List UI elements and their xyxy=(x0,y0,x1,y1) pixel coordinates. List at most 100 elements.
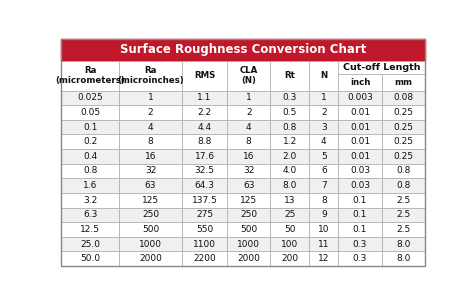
Bar xyxy=(382,149,425,164)
Bar xyxy=(338,105,382,120)
Text: 2.0: 2.0 xyxy=(283,152,297,161)
Bar xyxy=(119,105,182,120)
Text: 2: 2 xyxy=(246,108,252,117)
Text: 0.01: 0.01 xyxy=(350,108,370,117)
Text: 0.1: 0.1 xyxy=(353,210,367,219)
Text: 6.3: 6.3 xyxy=(83,210,97,219)
Text: 2: 2 xyxy=(321,108,327,117)
Bar xyxy=(227,105,270,120)
Text: 2200: 2200 xyxy=(193,254,216,263)
Text: 0.3: 0.3 xyxy=(353,254,367,263)
Text: 4.4: 4.4 xyxy=(198,123,211,132)
Bar xyxy=(338,251,382,266)
Text: 1: 1 xyxy=(148,93,154,102)
Text: 0.03: 0.03 xyxy=(350,181,370,190)
Text: 1100: 1100 xyxy=(193,239,216,249)
Bar xyxy=(119,193,182,207)
Bar xyxy=(182,164,227,178)
Text: 0.01: 0.01 xyxy=(350,152,370,161)
Text: 275: 275 xyxy=(196,210,213,219)
Bar xyxy=(382,178,425,193)
Bar xyxy=(309,134,338,149)
Bar xyxy=(182,61,227,91)
Text: 1000: 1000 xyxy=(139,239,162,249)
Text: 125: 125 xyxy=(240,196,257,205)
Text: 17.6: 17.6 xyxy=(194,152,215,161)
Text: 4: 4 xyxy=(321,137,327,146)
Text: 1000: 1000 xyxy=(237,239,260,249)
Bar xyxy=(182,193,227,207)
Bar xyxy=(309,91,338,105)
Bar xyxy=(227,251,270,266)
Bar xyxy=(227,193,270,207)
Bar xyxy=(61,237,119,251)
Bar xyxy=(382,251,425,266)
Text: inch: inch xyxy=(350,78,370,87)
Bar xyxy=(270,105,309,120)
Bar xyxy=(309,222,338,237)
Text: RMS: RMS xyxy=(194,71,215,80)
Text: 12.5: 12.5 xyxy=(80,225,100,234)
Text: 0.3: 0.3 xyxy=(283,93,297,102)
Bar xyxy=(182,149,227,164)
Text: 63: 63 xyxy=(145,181,156,190)
Bar xyxy=(61,120,119,134)
Bar xyxy=(182,251,227,266)
Text: 5: 5 xyxy=(321,152,327,161)
Text: 64.3: 64.3 xyxy=(194,181,215,190)
Bar xyxy=(182,134,227,149)
Text: 1.6: 1.6 xyxy=(83,181,97,190)
Text: 12: 12 xyxy=(318,254,329,263)
Bar xyxy=(182,237,227,251)
Text: 0.01: 0.01 xyxy=(350,137,370,146)
Text: 0.25: 0.25 xyxy=(393,152,413,161)
Bar xyxy=(119,178,182,193)
Bar xyxy=(61,251,119,266)
Text: 3: 3 xyxy=(321,123,327,132)
Text: 2.5: 2.5 xyxy=(396,210,410,219)
Bar xyxy=(119,91,182,105)
Text: CLA
(N): CLA (N) xyxy=(240,66,258,85)
Bar xyxy=(309,178,338,193)
Text: Ra
(micrometers): Ra (micrometers) xyxy=(55,66,125,85)
Text: 0.5: 0.5 xyxy=(283,108,297,117)
Bar xyxy=(382,207,425,222)
Text: 2000: 2000 xyxy=(139,254,162,263)
Bar xyxy=(309,61,338,91)
Bar xyxy=(382,134,425,149)
Text: 0.1: 0.1 xyxy=(353,225,367,234)
Text: 13: 13 xyxy=(284,196,295,205)
Bar xyxy=(270,120,309,134)
Bar xyxy=(338,91,382,105)
Text: mm: mm xyxy=(394,78,412,87)
Bar xyxy=(382,105,425,120)
Text: 550: 550 xyxy=(196,225,213,234)
Text: 25: 25 xyxy=(284,210,295,219)
Text: 50: 50 xyxy=(284,225,295,234)
Bar xyxy=(182,207,227,222)
Bar xyxy=(382,91,425,105)
Bar xyxy=(382,237,425,251)
Text: 0.4: 0.4 xyxy=(83,152,97,161)
Text: 32: 32 xyxy=(145,166,156,175)
Bar xyxy=(338,164,382,178)
Bar xyxy=(309,237,338,251)
Text: 0.1: 0.1 xyxy=(83,123,97,132)
Text: 25.0: 25.0 xyxy=(80,239,100,249)
Text: 0.25: 0.25 xyxy=(393,123,413,132)
Text: 0.1: 0.1 xyxy=(353,196,367,205)
Bar xyxy=(119,164,182,178)
Text: 4.0: 4.0 xyxy=(283,166,297,175)
Text: 8.0: 8.0 xyxy=(283,181,297,190)
Text: 500: 500 xyxy=(142,225,159,234)
Bar xyxy=(270,193,309,207)
Bar xyxy=(182,120,227,134)
Bar xyxy=(227,61,270,91)
Bar xyxy=(61,164,119,178)
Text: 1.2: 1.2 xyxy=(283,137,297,146)
Bar xyxy=(309,105,338,120)
Bar xyxy=(270,164,309,178)
Text: 250: 250 xyxy=(240,210,257,219)
Bar xyxy=(382,193,425,207)
Text: Rt: Rt xyxy=(284,71,295,80)
